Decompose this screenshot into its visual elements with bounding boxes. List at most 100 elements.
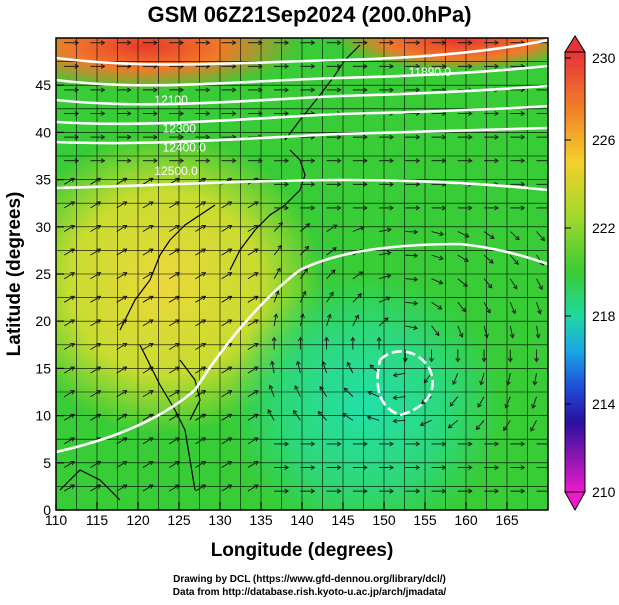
streamline-arrowhead bbox=[148, 177, 154, 183]
streamline-arrowhead bbox=[122, 225, 128, 230]
x-tick-label: 150 bbox=[372, 512, 396, 528]
streamline-arrowhead bbox=[434, 331, 440, 337]
streamline-segment bbox=[267, 409, 275, 421]
streamline-segment bbox=[532, 396, 537, 409]
streamline-arrowhead bbox=[392, 418, 398, 424]
streamline-arrowhead bbox=[415, 87, 421, 93]
streamline-arrowhead bbox=[122, 343, 128, 348]
streamline-arrowhead bbox=[301, 290, 307, 296]
streamline-segment bbox=[483, 254, 494, 264]
streamline-arrowhead bbox=[324, 336, 330, 342]
streamline-arrowhead bbox=[389, 465, 394, 470]
streamline-arrowhead bbox=[122, 484, 128, 489]
streamline-arrowhead bbox=[415, 134, 421, 140]
streamline-arrowhead bbox=[148, 201, 154, 206]
streamline-arrowhead bbox=[253, 413, 259, 419]
streamline-arrowhead bbox=[74, 134, 80, 140]
streamline-arrowhead bbox=[494, 63, 499, 69]
streamline-arrowhead bbox=[227, 295, 233, 301]
streamline-arrowhead bbox=[447, 423, 453, 429]
x-tick-label: 145 bbox=[331, 512, 355, 528]
streamline-arrowhead bbox=[258, 63, 263, 69]
streamline-arrowhead bbox=[389, 205, 394, 211]
streamline-arrowhead bbox=[294, 385, 299, 390]
contour-label: 11890.0 bbox=[409, 65, 452, 79]
colorbar-tick-label: 214 bbox=[592, 396, 616, 412]
streamline-arrowhead bbox=[438, 255, 444, 261]
streamline-arrowhead bbox=[96, 343, 102, 348]
streamline-arrowhead bbox=[310, 40, 316, 46]
x-axis-label: Longitude (degrees) bbox=[211, 540, 394, 561]
streamline-arrowhead bbox=[458, 332, 464, 338]
streamline-arrowhead bbox=[389, 63, 394, 69]
x-tick-label: 160 bbox=[454, 512, 478, 528]
streamline-arrowhead bbox=[270, 360, 275, 366]
streamline-arrowhead bbox=[227, 201, 233, 206]
streamline-arrowhead bbox=[386, 227, 392, 233]
y-tick-label: 5 bbox=[43, 455, 51, 471]
streamline-segment bbox=[297, 361, 301, 374]
streamline-segment bbox=[405, 325, 418, 329]
streamline-arrowhead bbox=[363, 205, 368, 211]
streamline-arrowhead bbox=[201, 295, 207, 301]
streamline-arrowhead bbox=[292, 409, 298, 415]
streamline-arrowhead bbox=[227, 390, 233, 395]
x-tick-label: 135 bbox=[249, 512, 273, 528]
streamline-arrowhead bbox=[520, 181, 526, 187]
streamline-arrowhead bbox=[231, 87, 237, 93]
streamline-arrowhead bbox=[179, 87, 185, 93]
streamline-arrowhead bbox=[329, 291, 334, 297]
streamline-arrowhead bbox=[70, 319, 75, 324]
x-tick-label: 140 bbox=[290, 512, 314, 528]
streamline-segment bbox=[536, 231, 545, 241]
streamline-arrowhead bbox=[201, 390, 207, 395]
streamline-arrowhead bbox=[231, 158, 237, 164]
streamline-arrowhead bbox=[231, 111, 237, 116]
streamline-arrowhead bbox=[227, 272, 233, 277]
streamline-arrowhead bbox=[343, 387, 349, 393]
streamline-arrowhead bbox=[70, 272, 75, 277]
streamline-arrowhead bbox=[153, 40, 158, 46]
streamline-arrowhead bbox=[127, 111, 132, 116]
streamline-arrowhead bbox=[227, 461, 233, 466]
streamline-arrowhead bbox=[503, 426, 508, 432]
streamline-segment bbox=[452, 372, 459, 385]
streamline-arrowhead bbox=[201, 484, 207, 489]
streamline-arrowhead bbox=[389, 40, 394, 46]
streamline-arrowhead bbox=[100, 63, 106, 69]
streamline-segment bbox=[378, 274, 391, 280]
streamline-arrowhead bbox=[231, 40, 237, 46]
streamline-arrowhead bbox=[389, 134, 394, 140]
streamline-arrowhead bbox=[494, 158, 499, 164]
streamline-arrowhead bbox=[389, 87, 394, 93]
streamline-arrowhead bbox=[253, 390, 259, 395]
streamline-segment bbox=[273, 290, 279, 303]
streamline-segment bbox=[509, 254, 519, 265]
streamline-arrowhead bbox=[96, 272, 102, 277]
streamline-arrowhead bbox=[383, 317, 389, 322]
streamline-segment bbox=[509, 231, 520, 241]
streamline-segment bbox=[326, 224, 338, 232]
streamline-arrowhead bbox=[532, 381, 538, 386]
streamline-segment bbox=[273, 268, 281, 279]
streamline-segment bbox=[352, 271, 364, 280]
streamline-segment bbox=[367, 416, 380, 421]
streamline-arrowhead bbox=[122, 272, 128, 277]
streamline-arrowhead bbox=[268, 384, 274, 390]
streamline-arrowhead bbox=[420, 399, 426, 404]
streamline-arrowhead bbox=[70, 225, 75, 230]
streamline-arrowhead bbox=[520, 111, 526, 116]
streamline-arrowhead bbox=[276, 267, 281, 273]
streamline-arrowhead bbox=[70, 343, 75, 348]
streamline-segment bbox=[431, 325, 440, 336]
streamline-arrowhead bbox=[461, 307, 466, 313]
streamline-arrowhead bbox=[148, 413, 154, 419]
streamline-arrowhead bbox=[363, 181, 368, 187]
streamline-arrowhead bbox=[284, 111, 289, 116]
streamline-arrowhead bbox=[253, 272, 259, 277]
streamline-arrowhead bbox=[100, 40, 106, 46]
streamline-arrowhead bbox=[96, 484, 102, 489]
streamline-arrowhead bbox=[336, 441, 342, 447]
streamline-arrowhead bbox=[479, 380, 485, 386]
